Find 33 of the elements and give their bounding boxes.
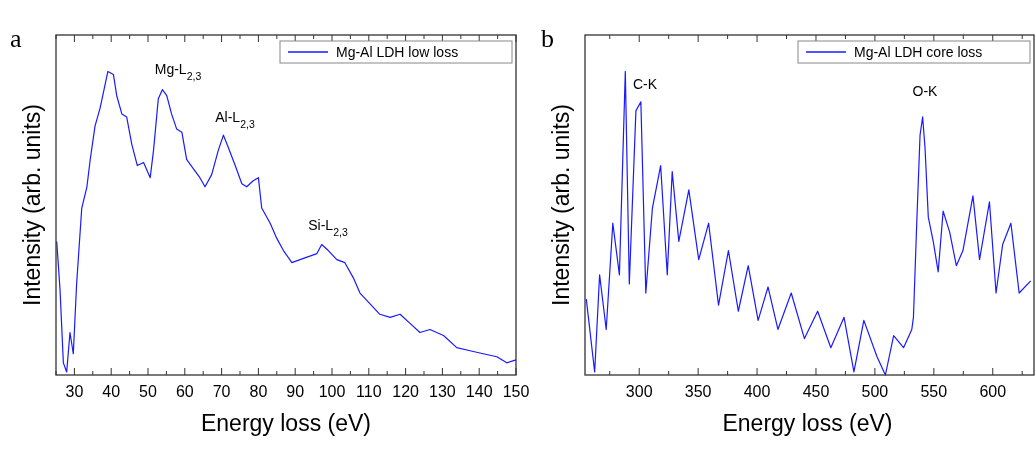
x-tick-label: 300	[625, 383, 653, 400]
x-tick-label: 450	[802, 383, 830, 400]
x-tick-label: 600	[979, 383, 1007, 400]
x-tick-label: 130	[429, 383, 456, 400]
chart-title: b	[541, 24, 554, 53]
x-tick-label: 80	[249, 383, 268, 400]
legend-label: Mg-Al LDH low loss	[336, 44, 459, 60]
x-tick-label: 30	[65, 383, 84, 400]
annotation: Mg-L$_{2,3}$	[154, 61, 202, 82]
x-tick-label: 70	[212, 383, 231, 400]
annotation: Al-L$_{2,3}$	[215, 109, 255, 130]
annotation: Si-L$_{2,3}$	[308, 217, 348, 238]
x-tick-label: 100	[318, 383, 346, 400]
x-tick-label: 400	[743, 383, 771, 400]
x-tick-label: 140	[465, 383, 493, 400]
x-tick-label: 60	[175, 383, 194, 400]
annotation: O-K	[912, 83, 939, 99]
annotation: C-K	[632, 76, 658, 92]
x-tick-label: 500	[861, 383, 889, 400]
x-tick-label: 50	[139, 383, 157, 400]
x-tick-label: 40	[102, 383, 121, 400]
x-tick-label: 110	[356, 383, 382, 400]
x-tick-label: 120	[392, 383, 420, 400]
x-axis-title: Energy loss (eV)	[200, 410, 372, 436]
x-axis-title: Energy loss (eV)	[722, 410, 893, 436]
legend-label: Mg-Al LDH core loss	[854, 44, 983, 60]
x-tick-label: 350	[684, 383, 712, 400]
x-tick-label: 550	[920, 383, 948, 400]
x-tick-label: 90	[286, 383, 305, 400]
x-tick-label: 150	[502, 383, 530, 400]
y-axis-title: Intensity (arb. units)	[548, 104, 574, 306]
chart-title: a	[10, 24, 22, 53]
y-axis-title: Intensity (arb. units)	[19, 104, 45, 306]
